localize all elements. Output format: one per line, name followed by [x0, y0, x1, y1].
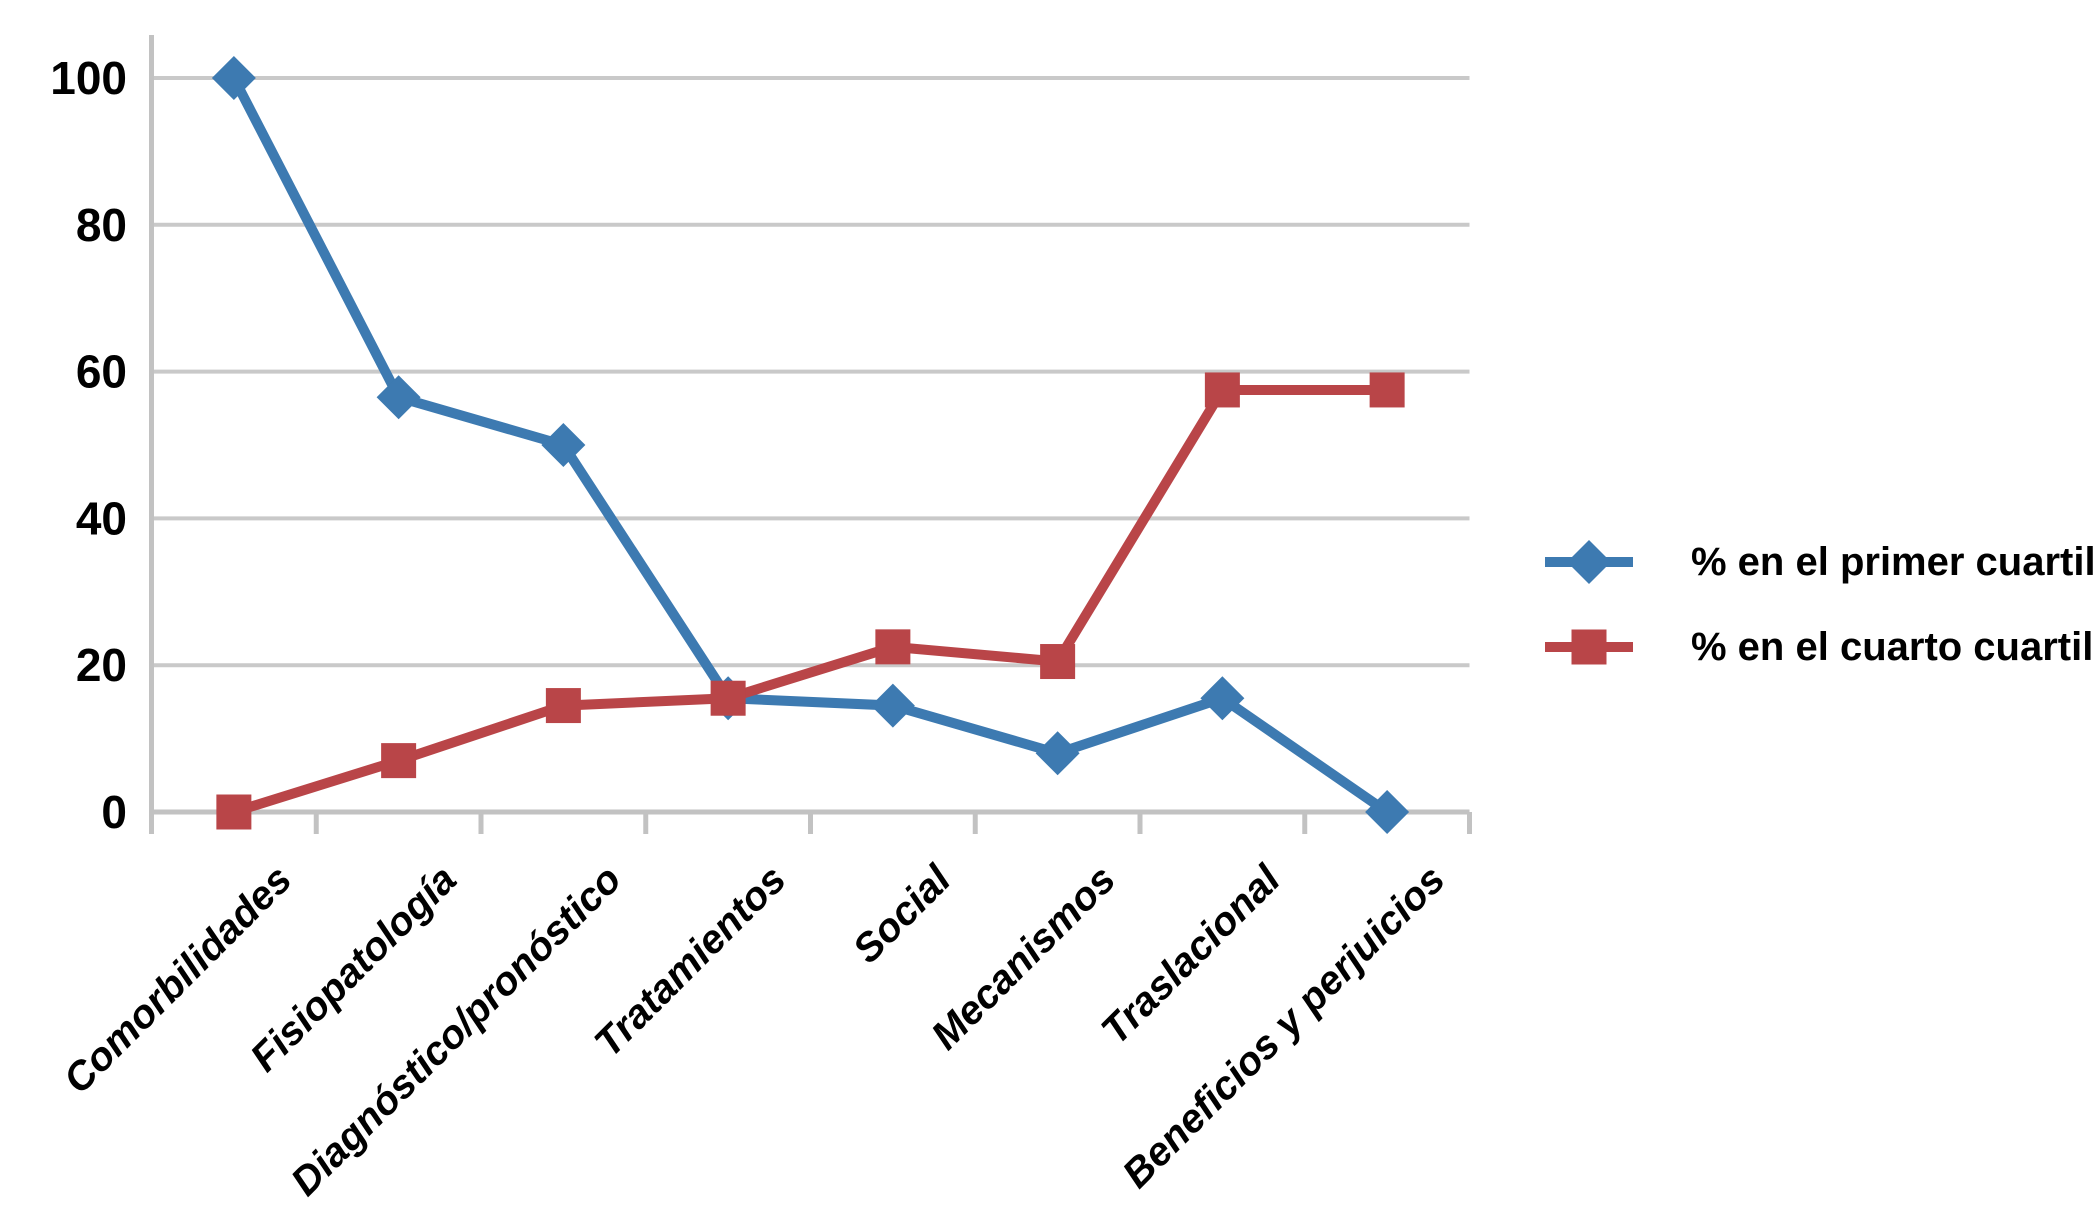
marker-diamond-0-7 [1365, 790, 1410, 834]
series-line-0 [228, 73, 1393, 817]
y-tick-label-0: 0 [101, 786, 127, 838]
legend-marker-diamond-icon [1545, 540, 1633, 584]
y-tick-label-60: 60 [76, 346, 127, 398]
legend-label-primer-cuartil: % en el primer cuartil [1691, 539, 2095, 584]
marker-square-1-0 [216, 794, 252, 830]
marker-diamond-0-6 [1200, 676, 1245, 721]
legend-item-primer-cuartil: % en el primer cuartil [1545, 527, 2095, 597]
marker-square-1-7 [1369, 372, 1405, 408]
y-tick-label-20: 20 [76, 639, 127, 691]
marker-diamond-0-2 [541, 423, 586, 467]
y-tick-label-40: 40 [76, 492, 127, 544]
marker-square-1-5 [1040, 644, 1076, 680]
x-category-label-2: Diagnóstico/pronóstico [283, 857, 630, 1204]
legend-square-icon [1571, 629, 1607, 665]
marker-diamond-0-4 [870, 683, 915, 728]
marker-square-1-4 [875, 629, 911, 665]
y-tick-label-100: 100 [50, 52, 127, 104]
marker-square-1-1 [381, 743, 417, 779]
series-line-1 [228, 384, 1393, 817]
marker-square-1-3 [710, 680, 746, 716]
legend-diamond-icon [1567, 540, 1611, 584]
marker-square-1-6 [1204, 372, 1240, 408]
chart-legend: % en el primer cuartil % en el cuarto cu… [1545, 527, 2095, 682]
legend-label-cuarto-cuartil: % en el cuarto cuartil [1691, 624, 2094, 669]
legend-marker-square-icon [1545, 629, 1633, 665]
legend-item-cuarto-cuartil: % en el cuarto cuartil [1545, 612, 2095, 682]
marker-diamond-0-1 [376, 375, 421, 420]
marker-diamond-0-0 [211, 56, 256, 100]
x-category-label-7: Beneficios y perjuicios [1114, 857, 1453, 1196]
marker-square-1-2 [545, 688, 581, 724]
y-tick-label-80: 80 [76, 199, 127, 251]
marker-diamond-0-5 [1035, 731, 1080, 776]
x-category-label-4: Social [845, 857, 960, 972]
